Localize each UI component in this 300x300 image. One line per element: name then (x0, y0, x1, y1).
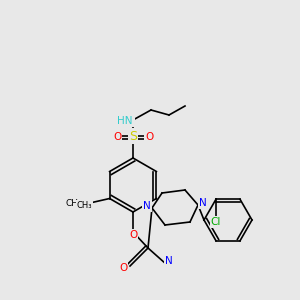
Text: N: N (165, 256, 173, 266)
Text: HN: HN (117, 116, 133, 126)
Text: CH₃: CH₃ (66, 199, 82, 208)
Text: N: N (143, 201, 151, 211)
Text: CH₃: CH₃ (77, 201, 92, 210)
Text: O: O (113, 132, 121, 142)
Text: O: O (112, 133, 120, 143)
Text: O: O (146, 133, 154, 143)
Text: O: O (145, 132, 153, 142)
Text: N: N (199, 198, 207, 208)
Text: S: S (129, 130, 137, 142)
Text: O: O (129, 230, 137, 240)
Text: S: S (129, 130, 137, 142)
Text: HN: HN (118, 115, 134, 125)
Text: Cl: Cl (211, 217, 221, 227)
Text: O: O (119, 263, 127, 273)
